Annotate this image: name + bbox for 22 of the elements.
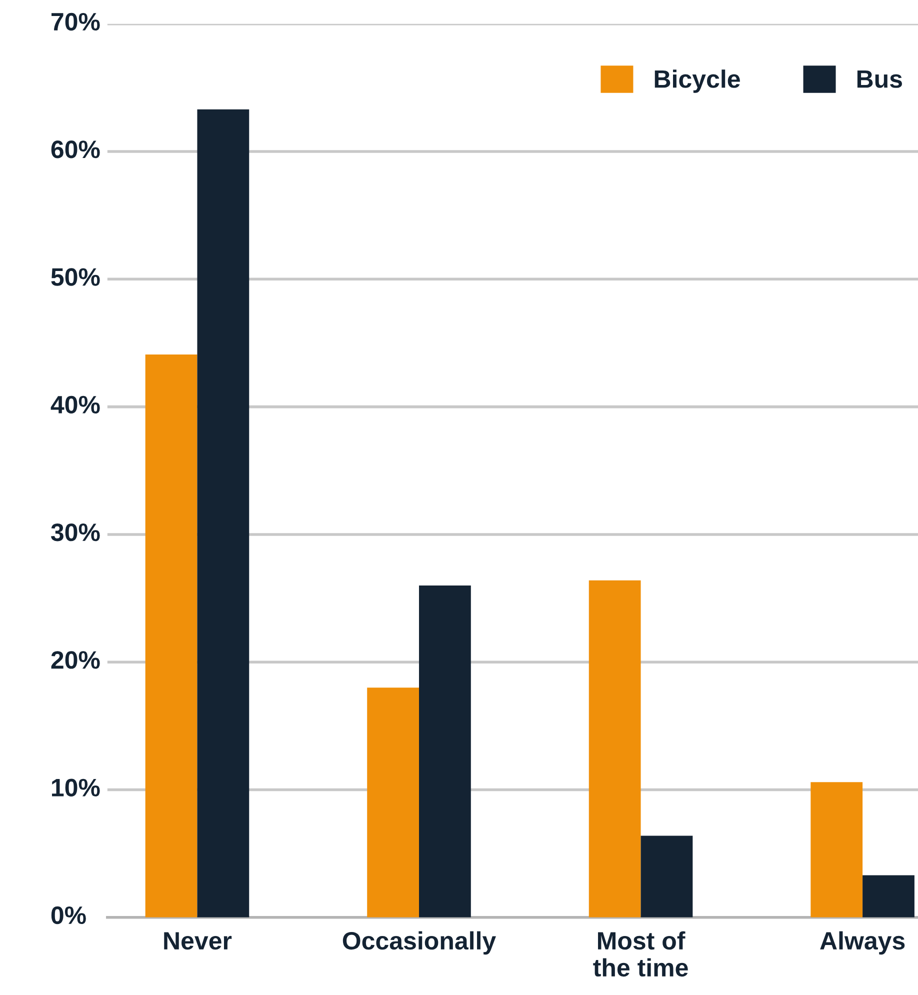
y-tick-label: 40% bbox=[50, 396, 100, 414]
x-tick-label: Most of the time bbox=[593, 931, 688, 977]
y-tick-label: 20% bbox=[51, 651, 100, 669]
y-tick-label: 60% bbox=[51, 140, 100, 158]
bar bbox=[145, 354, 198, 918]
bar bbox=[367, 688, 419, 918]
bar bbox=[419, 586, 471, 918]
x-tick-label: Occasionally bbox=[342, 931, 496, 955]
y-tick-label: 70% bbox=[52, 12, 100, 31]
x-tick-label: Always bbox=[820, 931, 905, 955]
bar bbox=[588, 580, 641, 918]
y-tick-label: 50% bbox=[51, 268, 100, 286]
bar bbox=[862, 875, 914, 918]
legend-label: Bus bbox=[857, 70, 902, 88]
bar bbox=[640, 836, 693, 918]
x-tick-label: Never bbox=[164, 932, 232, 950]
y-tick-label: 0% bbox=[51, 906, 86, 924]
bar bbox=[197, 109, 250, 918]
legend-label: Bicycle bbox=[654, 70, 740, 93]
bar bbox=[810, 782, 863, 918]
y-tick-label: 30% bbox=[51, 523, 100, 542]
y-tick-label: 10% bbox=[52, 778, 100, 796]
